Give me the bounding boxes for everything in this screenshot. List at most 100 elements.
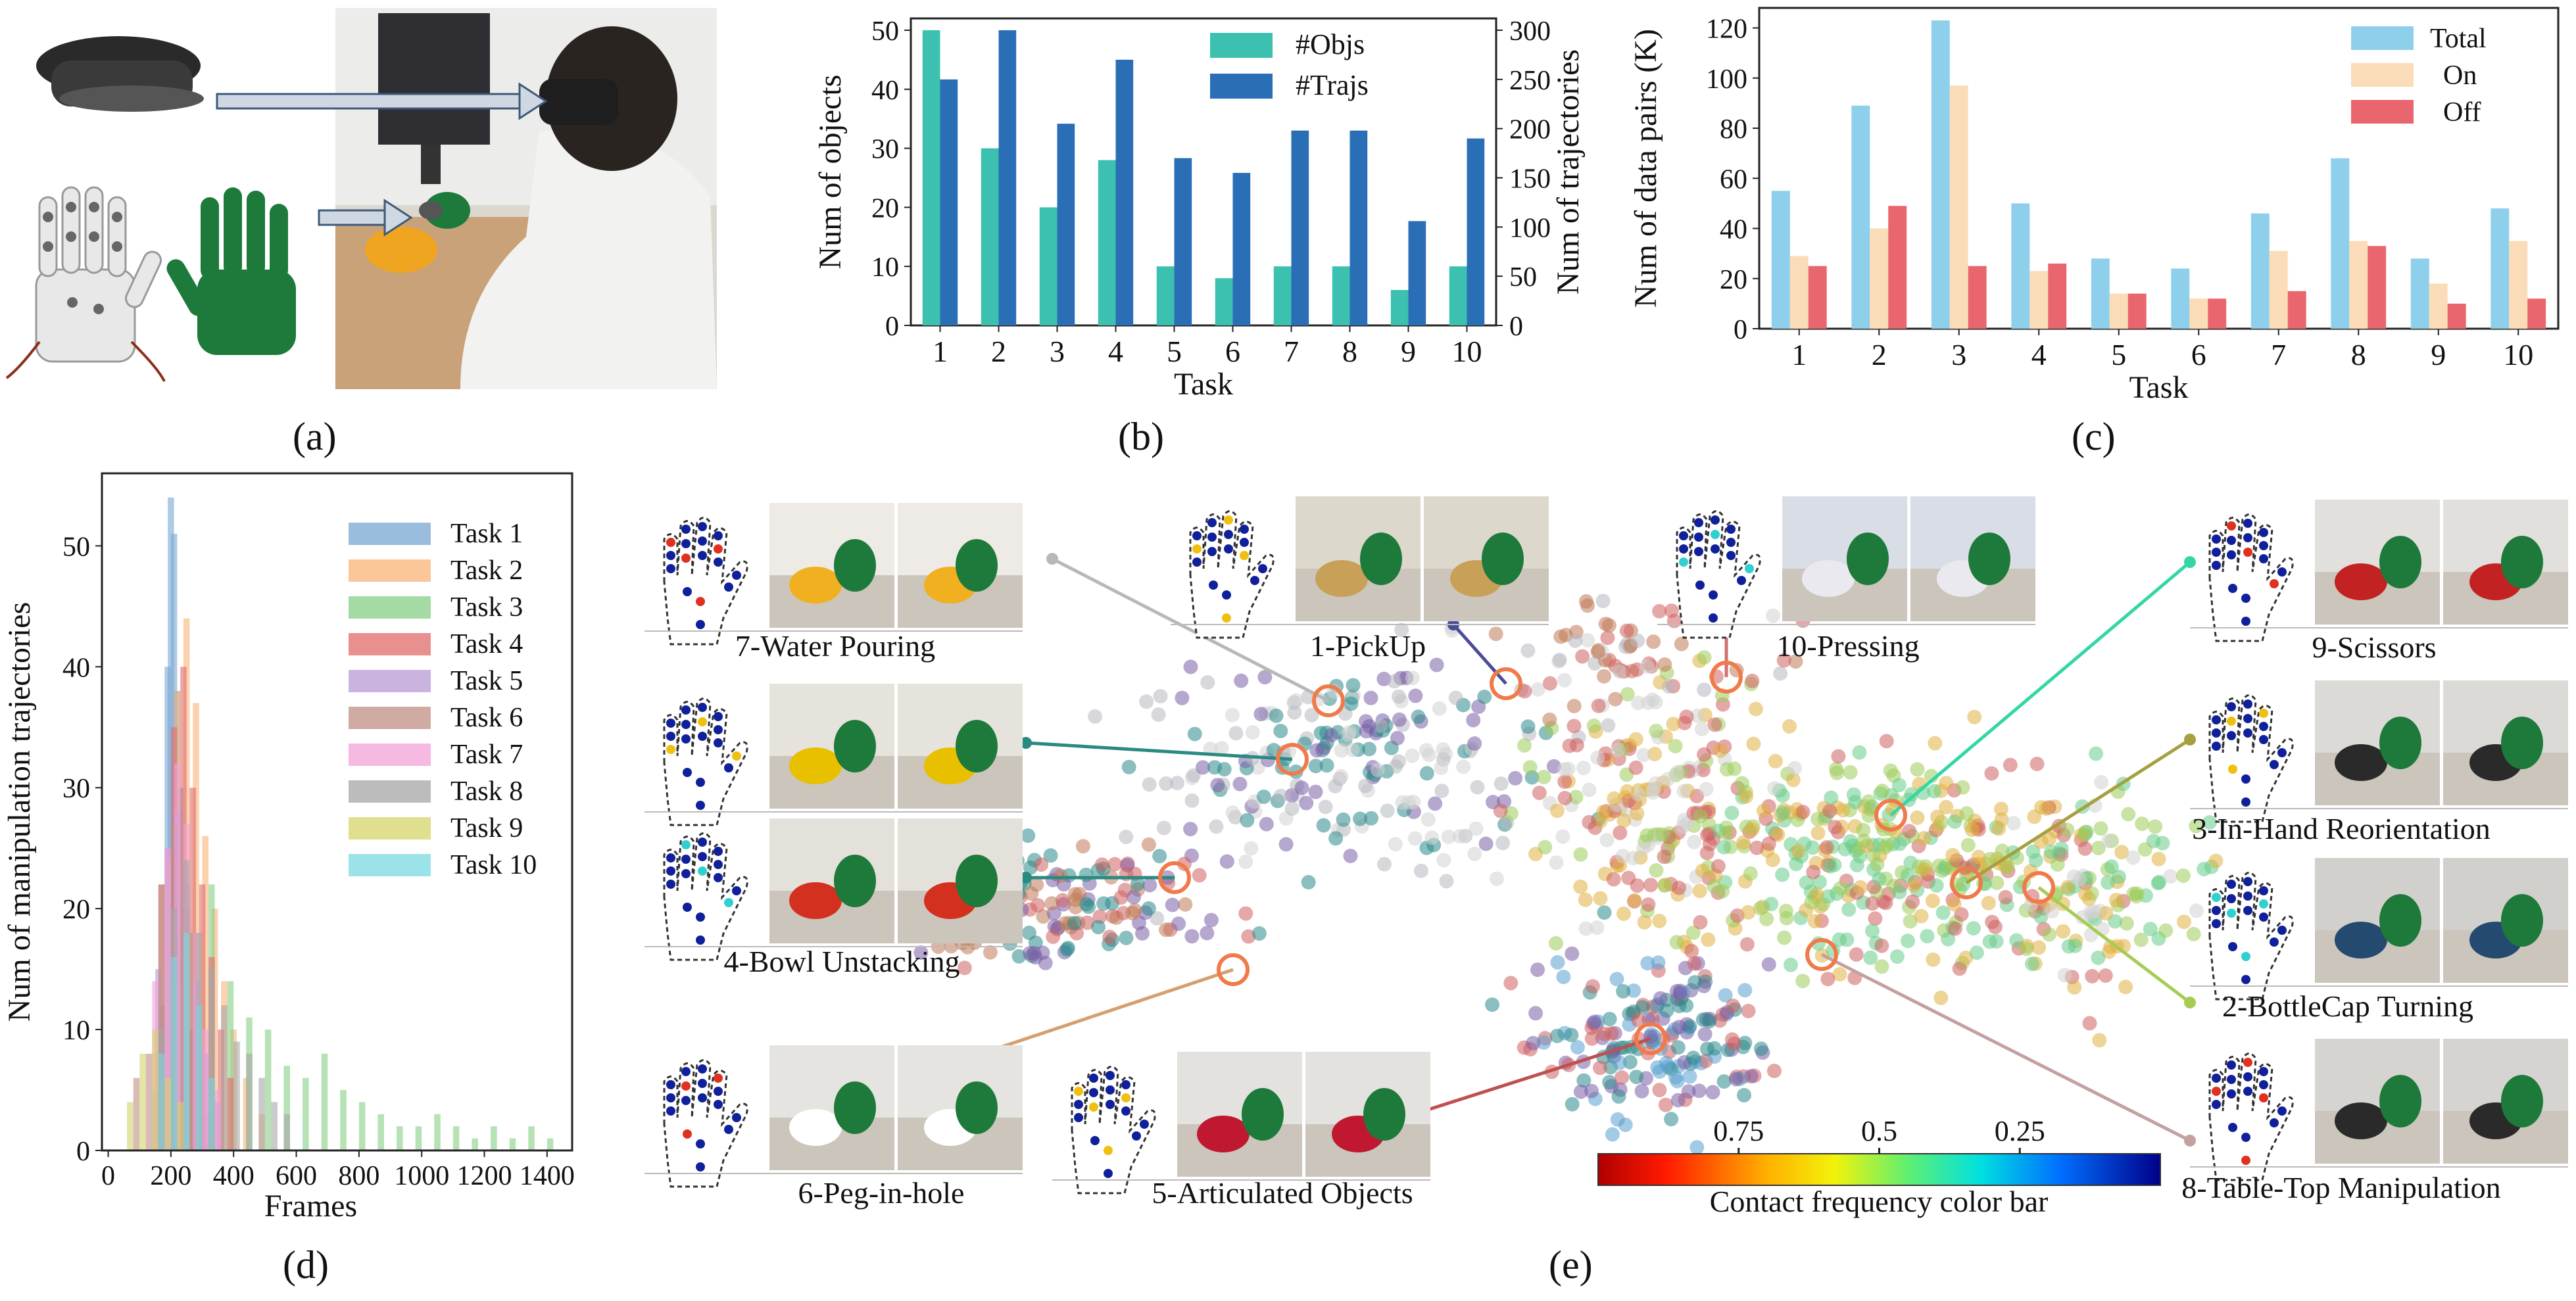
bar-total xyxy=(2491,208,2510,329)
scatter-point xyxy=(1787,761,1803,776)
scatter-point xyxy=(1555,829,1570,844)
scatter-point xyxy=(1538,840,1553,855)
scatter-point xyxy=(1861,808,1876,823)
scatter-point xyxy=(1207,760,1222,775)
scatter-point xyxy=(1150,911,1165,926)
scatter-point xyxy=(1528,1006,1543,1021)
scatter-point xyxy=(1795,805,1810,820)
scatter-point xyxy=(1849,947,1864,962)
scatter-point xyxy=(2057,968,2072,983)
scatter-point xyxy=(1670,1040,1686,1055)
scatter-point xyxy=(1629,1070,1644,1085)
scatter-point xyxy=(1995,843,2010,859)
x-tick-label: 1200 xyxy=(457,1161,512,1191)
hist-bar xyxy=(139,1053,146,1150)
scatter-point xyxy=(1828,820,1843,835)
hist-bar xyxy=(164,1077,171,1150)
scatter-point xyxy=(1428,796,1443,811)
scatter-point xyxy=(1885,802,1900,817)
scatter-point xyxy=(1621,870,1636,886)
legend-label: Task 5 xyxy=(450,666,523,696)
scatter-point xyxy=(1556,970,1571,984)
scatter-point xyxy=(1602,1012,1617,1027)
scatter-point xyxy=(1739,789,1753,804)
contact-dot xyxy=(2243,548,2252,557)
x-tick-label: 9 xyxy=(1401,335,1416,368)
scatter-point xyxy=(1756,803,1771,818)
scatter-point xyxy=(1681,1084,1696,1099)
contact-dot xyxy=(1250,576,1259,585)
scatter-point xyxy=(1900,868,1915,883)
bar-off xyxy=(2048,263,2067,329)
contact-dot xyxy=(2277,1106,2287,1116)
bar-objs xyxy=(1449,266,1467,325)
panel-label-e: (e) xyxy=(1549,1243,1593,1287)
scatter-point xyxy=(1380,803,1395,818)
scatter-point xyxy=(1941,932,1956,947)
contact-dot xyxy=(681,720,691,729)
contact-dot xyxy=(1207,547,1217,556)
scatter-point xyxy=(1568,790,1584,805)
scatter-point xyxy=(1720,762,1734,777)
contact-dot xyxy=(1679,557,1688,567)
contact-dot xyxy=(714,712,723,721)
contact-dot xyxy=(683,903,692,912)
contact-dot xyxy=(1709,590,1718,600)
contact-dot xyxy=(1121,1093,1130,1102)
scatter-point xyxy=(1582,782,1597,797)
scatter-point xyxy=(1668,1070,1683,1085)
photo-glove xyxy=(834,539,876,592)
bar-objs xyxy=(1273,266,1292,325)
x-tick-label: 8 xyxy=(2351,338,2366,371)
contact-dot xyxy=(698,732,707,741)
scatter-point xyxy=(2104,859,2119,874)
scatter-point xyxy=(1196,760,1210,775)
x-tick-label: 0 xyxy=(101,1161,115,1191)
contact-dot xyxy=(714,860,723,869)
contact-dot xyxy=(2212,561,2221,570)
scatter-point xyxy=(2025,957,2039,972)
scatter-point xyxy=(1328,831,1344,846)
scatter-point xyxy=(1299,795,1314,811)
legend-label: Task 8 xyxy=(450,776,523,807)
scatter-point xyxy=(1165,897,1180,912)
legend-swatch xyxy=(349,854,431,876)
scatter-point xyxy=(1761,836,1776,851)
task-link xyxy=(2037,886,2191,1004)
hist-bar xyxy=(264,1029,272,1150)
contact-dot xyxy=(681,869,691,878)
scatter-point xyxy=(1413,863,1428,878)
task-card xyxy=(1052,1052,1430,1195)
hist-bar xyxy=(164,848,171,1150)
scatter-point xyxy=(1875,784,1890,798)
scatter-point xyxy=(1557,673,1572,688)
scatter-point xyxy=(1657,657,1672,672)
task-card xyxy=(644,684,1023,826)
scatter-point xyxy=(2101,834,2116,849)
contact-dot xyxy=(666,1106,675,1116)
contact-dot xyxy=(666,866,675,876)
photo-glove xyxy=(834,720,876,772)
photo-object xyxy=(1802,560,1855,597)
bar-on xyxy=(1789,256,1809,329)
scatter-point xyxy=(2042,831,2057,846)
scatter-point xyxy=(1746,736,1761,751)
scatter-point xyxy=(1687,956,1702,971)
scatter-point xyxy=(1846,787,1861,802)
hist-bar xyxy=(509,1138,516,1150)
scatter-point xyxy=(1736,835,1751,850)
scatter-point xyxy=(2101,875,2116,890)
scatter-point xyxy=(1141,901,1156,916)
scatter-point xyxy=(1573,847,1588,862)
panel-label-d: (d) xyxy=(283,1243,329,1287)
scatter-point xyxy=(1684,943,1699,958)
bar-total xyxy=(2091,258,2110,329)
scatter-point xyxy=(1849,858,1864,872)
scatter-point xyxy=(1599,832,1615,847)
contact-dot xyxy=(2227,880,2236,889)
x-tick-label: 400 xyxy=(213,1161,255,1191)
y-axis-label: Num of data pairs (K) xyxy=(1628,29,1663,308)
scatter-point xyxy=(2083,905,2098,919)
scatter-point xyxy=(1786,772,1801,788)
scatter-point xyxy=(1966,921,1981,935)
